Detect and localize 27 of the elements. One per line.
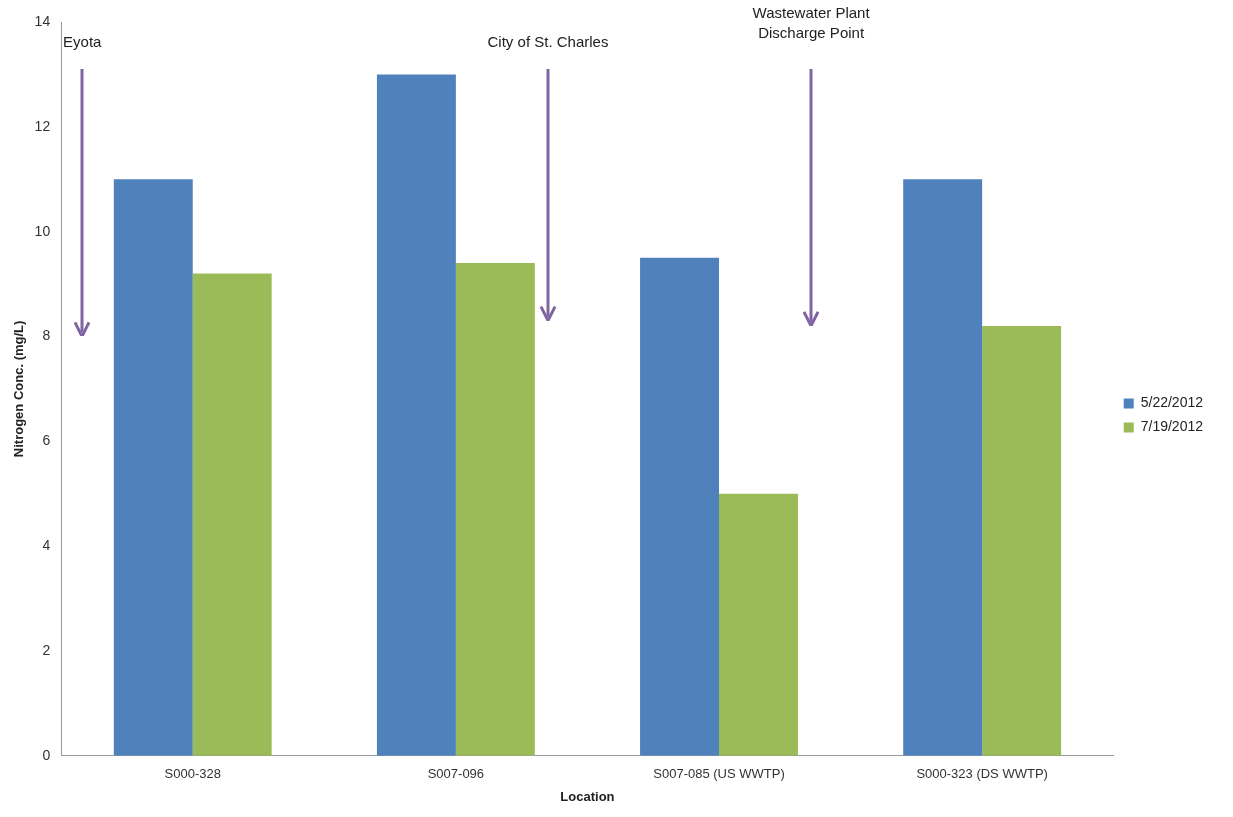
bar (192, 273, 272, 756)
y-tick-label: 12 (34, 117, 51, 134)
x-tick-label: S007-085 (US WWTP) (653, 766, 785, 782)
y-tick-label: 10 (34, 222, 51, 239)
y-tick-label: 4 (42, 537, 51, 553)
annotation: Eyota (63, 32, 103, 50)
annotation: City of St. Charles (487, 32, 609, 50)
legend-label: 7/19/2012 (1140, 418, 1204, 435)
legend-label: 5/22/2012 (1140, 394, 1204, 411)
x-tick-label: S000-328 (164, 766, 221, 782)
annotation: Wastewater Plant Discharge Point (752, 3, 871, 41)
y-tick-label: 14 (34, 12, 51, 29)
x-tick-label: S007-096 (427, 766, 485, 782)
bar (113, 179, 193, 756)
bar (719, 493, 798, 756)
y-tick-label: 6 (42, 432, 51, 449)
y-axis-title: Nitrogen Conc. (mg/L) (11, 320, 27, 458)
x-axis-title: Location (560, 788, 615, 804)
bar (640, 257, 720, 756)
x-tick-label: S000-323 (DS WWTP) (916, 766, 1048, 782)
bar (455, 263, 535, 756)
y-tick-label: 2 (42, 641, 51, 658)
bar (982, 326, 1062, 756)
y-tick-label: 8 (42, 327, 51, 344)
bar (903, 179, 983, 756)
y-tick-label: 0 (42, 746, 51, 763)
bar (376, 74, 456, 756)
